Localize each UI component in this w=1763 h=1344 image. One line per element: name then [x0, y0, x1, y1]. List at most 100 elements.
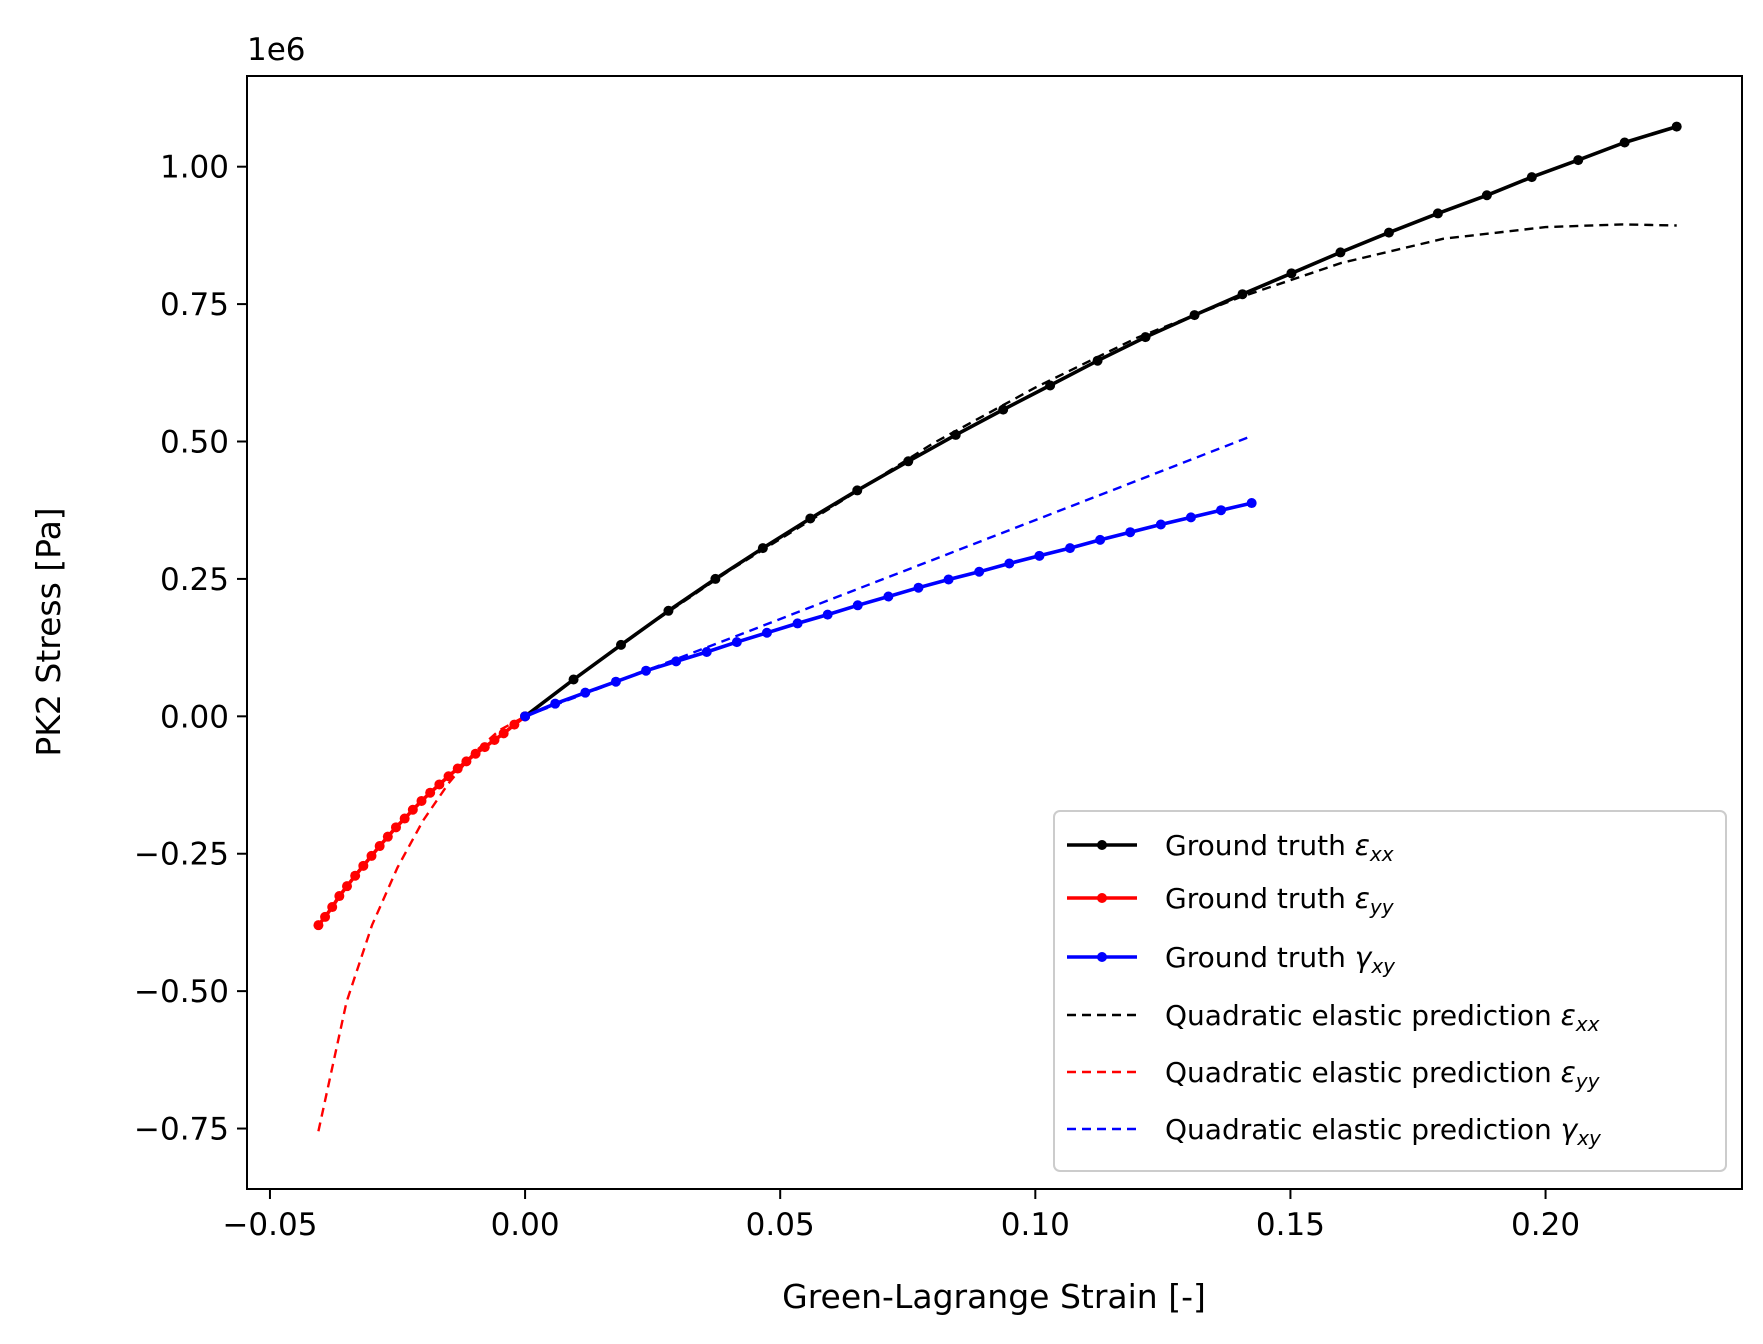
series-1-point — [461, 756, 472, 767]
series-layer — [313, 121, 1682, 1132]
series-2-point — [822, 609, 833, 620]
series-2-point — [731, 637, 742, 648]
x-axis-label: Green-Lagrange Strain [-] — [782, 1277, 1206, 1316]
plot-area-frame — [246, 75, 1743, 1190]
series-2-point — [520, 711, 531, 722]
series-2-point — [1095, 534, 1106, 545]
series-2-point — [1185, 512, 1196, 523]
series-2-point — [610, 676, 621, 687]
series-3 — [524, 223, 1677, 718]
series-1-point — [366, 850, 377, 861]
legend-entry: Ground truth εxx — [1067, 829, 1394, 866]
x-tick-label: 0.15 — [1256, 1207, 1325, 1243]
series-2-point — [852, 600, 863, 611]
series-1-point — [327, 902, 338, 913]
legend-label: Quadratic elastic prediction γxy — [1165, 1113, 1602, 1150]
series-2-point — [943, 574, 954, 585]
series-0-point — [757, 543, 768, 554]
series-1-point — [358, 860, 369, 871]
y-tick-label: −0.50 — [134, 974, 229, 1010]
series-2-point — [641, 665, 652, 676]
series-0-point — [1671, 121, 1682, 132]
series-1-point — [416, 795, 427, 806]
series-1-point — [334, 891, 345, 902]
series-2-point — [883, 591, 894, 602]
series-2-point — [701, 647, 712, 658]
legend-marker — [1097, 952, 1107, 962]
series-0-point — [903, 456, 914, 467]
series-2-point — [1246, 498, 1257, 509]
series-0-point — [1432, 208, 1443, 219]
series-0-point — [1286, 268, 1297, 279]
series-2-point — [1155, 519, 1166, 530]
series-1-point — [434, 779, 445, 790]
series-1-point — [382, 831, 393, 842]
series-1-point — [350, 870, 361, 881]
y-tick-label: 0.25 — [160, 562, 229, 598]
series-2-point — [1125, 527, 1136, 538]
series-1-point — [374, 841, 385, 852]
legend-entry: Ground truth εyy — [1067, 882, 1395, 919]
series-0-point — [616, 639, 627, 650]
series-0-point — [1481, 190, 1492, 201]
legend-entry: Quadratic elastic prediction γxy — [1067, 1113, 1602, 1150]
series-2-point — [580, 687, 591, 698]
series-0-point — [1140, 332, 1151, 343]
series-0-point — [1526, 172, 1537, 183]
series-2-point — [761, 627, 772, 638]
series-1-point — [498, 728, 509, 739]
legend-entry: Ground truth γxy — [1067, 941, 1396, 978]
y-axis-label: PK2 Stress [Pa] — [29, 507, 68, 756]
series-0-point — [663, 605, 674, 616]
y-tick-label: −0.75 — [134, 1112, 229, 1148]
legend-frame — [1053, 810, 1727, 1172]
series-1-point — [320, 911, 331, 922]
series-0-point — [950, 429, 961, 440]
series-0-point — [1189, 310, 1200, 321]
series-1-point — [470, 748, 481, 759]
series-2 — [520, 498, 1257, 722]
x-axis-ticks: −0.05 0.00 0.05 0.10 0.15 0.20 — [222, 1189, 1580, 1243]
legend-marker — [1097, 840, 1107, 850]
series-0-point — [852, 485, 863, 496]
series-1-point — [313, 920, 324, 931]
series-0-point — [710, 573, 721, 584]
series-1 — [313, 711, 531, 931]
legend-entry: Quadratic elastic prediction εyy — [1067, 1056, 1601, 1093]
legend-label: Ground truth εyy — [1165, 882, 1395, 919]
series-2-point — [792, 618, 803, 629]
series-1-point — [452, 763, 463, 774]
series-0-point — [1237, 289, 1248, 300]
series-1-point — [489, 734, 500, 745]
series-1-point — [342, 881, 353, 892]
y-axis-ticks: −0.75 −0.50 −0.25 0.00 0.25 0.50 0.75 1.00 — [134, 150, 247, 1148]
series-0 — [520, 121, 1682, 722]
series-2-point — [1065, 543, 1076, 554]
series-1-point — [509, 719, 520, 730]
series-0-point — [805, 513, 816, 524]
series-2-point — [1034, 550, 1045, 561]
legend-label: Quadratic elastic prediction εxx — [1165, 999, 1600, 1036]
series-1-point — [443, 771, 454, 782]
y-tick-label: 0.50 — [160, 425, 229, 461]
series-2-point — [1004, 558, 1015, 569]
series-0-point — [1045, 380, 1056, 391]
x-tick-label: 0.05 — [746, 1207, 815, 1243]
legend-label: Quadratic elastic prediction εyy — [1165, 1056, 1601, 1093]
y-tick-label: −0.25 — [134, 837, 229, 873]
series-2-point — [974, 566, 985, 577]
legend-label: Ground truth γxy — [1165, 941, 1396, 978]
series-3-line — [524, 223, 1677, 718]
series-1-point — [479, 742, 490, 753]
series-2-point — [1216, 505, 1227, 516]
series-1-point — [399, 813, 410, 824]
legend-marker — [1097, 893, 1107, 903]
y-tick-label: 0.75 — [160, 287, 229, 323]
legend-label: Ground truth εxx — [1165, 829, 1394, 866]
series-0-point — [998, 404, 1009, 415]
x-tick-label: 0.10 — [1001, 1207, 1070, 1243]
series-2-point — [550, 698, 561, 709]
series-2-point — [913, 582, 924, 593]
series-1-point — [425, 787, 436, 798]
